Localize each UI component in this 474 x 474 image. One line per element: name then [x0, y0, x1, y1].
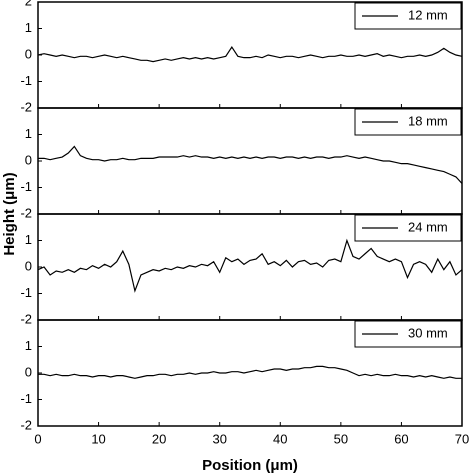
legend-label: 30 mm [408, 325, 448, 340]
y-axis-label: Height (μm) [1, 172, 18, 255]
x-axis-label: Position (μm) [202, 457, 298, 474]
y-tick-label: -2 [20, 205, 32, 220]
data-line [37, 238, 463, 293]
legend-label: 12 mm [408, 7, 448, 22]
y-tick-label: 0 [25, 258, 32, 273]
x-tick-label: 70 [455, 431, 469, 446]
x-tick-label: 40 [273, 431, 287, 446]
x-tick-label: 60 [394, 431, 408, 446]
y-tick-label: 0 [25, 152, 32, 167]
y-tick-label: 1 [25, 232, 32, 247]
y-tick-label: 1 [25, 20, 32, 35]
y-tick-label: 0 [25, 46, 32, 61]
y-tick-label: 1 [25, 338, 32, 353]
legend-label: 18 mm [408, 113, 448, 128]
data-line [38, 145, 463, 184]
data-line [37, 45, 463, 63]
x-tick-label: 30 [212, 431, 226, 446]
y-tick-label: -1 [20, 285, 32, 300]
plot-frame [37, 319, 463, 427]
y-tick-label: -2 [20, 311, 32, 326]
y-tick-label: 2 [25, 0, 32, 8]
y-tick-label: -1 [20, 73, 32, 88]
legend-label: 24 mm [408, 219, 448, 234]
x-tick-label: 20 [152, 431, 166, 446]
x-tick-label: 0 [34, 431, 41, 446]
y-tick-label: -1 [20, 179, 32, 194]
data-line [38, 365, 462, 379]
x-tick-label: 10 [91, 431, 105, 446]
y-tick-label: -2 [20, 99, 32, 114]
y-tick-label: 0 [25, 364, 32, 379]
y-tick-label: 1 [25, 126, 32, 141]
y-tick-label: -1 [20, 391, 32, 406]
y-tick-label: -2 [20, 417, 32, 432]
x-tick-label: 50 [334, 431, 348, 446]
